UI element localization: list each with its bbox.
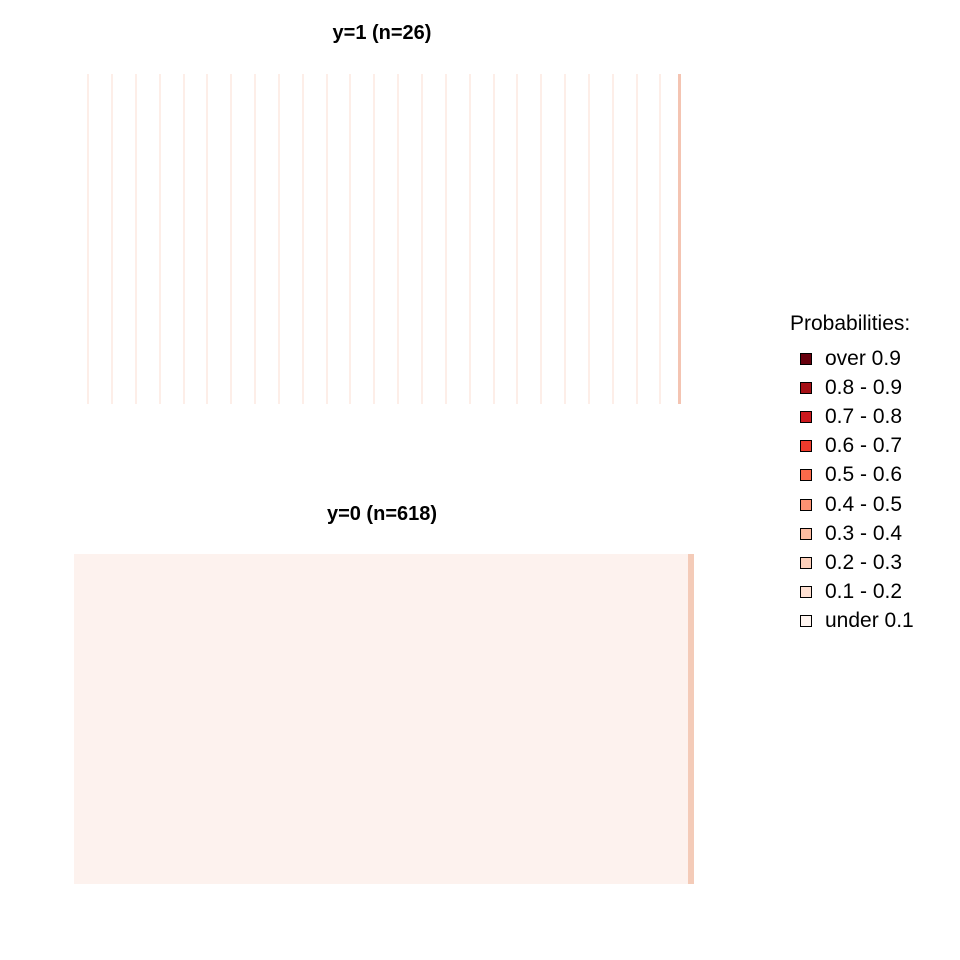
heatmap-cell [612, 74, 614, 404]
legend-swatch [800, 410, 812, 423]
legend-label: 0.3 - 0.4 [825, 521, 903, 545]
probability-legend: Probabilities: over 0.9 0.8 - 0.9 0.7 - 0.… [790, 312, 958, 636]
heatmap-cell [421, 74, 423, 404]
heatmap-cell [678, 74, 681, 404]
heatmap-cell [516, 74, 518, 404]
heatmap-cell [230, 74, 232, 404]
legend-swatch [800, 352, 812, 365]
heatmap-svg-y1 [87, 74, 681, 404]
heatmap-cell [564, 74, 566, 404]
legend-label: 0.1 - 0.2 [825, 580, 903, 604]
heatmap-svg-y0 [74, 554, 694, 884]
legend-label: 0.4 - 0.5 [825, 492, 903, 516]
legend-swatch [800, 381, 812, 394]
heatmap-cell [688, 554, 694, 884]
legend-item: 0.7 - 0.8 [790, 402, 958, 431]
heatmap-cell [206, 74, 208, 404]
legend-label: 0.2 - 0.3 [825, 550, 903, 574]
heatmap-cell [636, 74, 638, 404]
legend-item: under 0.1 [790, 607, 958, 636]
legend-label: under 0.1 [825, 609, 914, 633]
heatmap-cell [373, 74, 375, 404]
legend-swatch [800, 527, 812, 540]
heatmap-cell [135, 74, 137, 404]
heatmap-cell [397, 74, 399, 404]
heatmap-cell [326, 74, 328, 404]
panel-title-y0: y=0 (n=618) [326, 503, 438, 525]
heatmap-panel-y1 [74, 74, 694, 404]
heatmap-cell [302, 74, 304, 404]
heatmap-cell [588, 74, 590, 404]
legend-label: 0.5 - 0.6 [825, 463, 903, 487]
legend-swatch [800, 440, 812, 453]
heatmap-cell [349, 74, 351, 404]
legend-label: over 0.9 [825, 346, 901, 370]
heatmap-cell [540, 74, 542, 404]
legend-swatch [800, 498, 812, 511]
heatmap-cell [254, 74, 256, 404]
legend-label: 0.8 - 0.9 [825, 375, 903, 399]
heatmap-panel-y0 [74, 554, 694, 884]
heatmap-cell [111, 74, 113, 404]
legend-label: 0.7 - 0.8 [825, 404, 903, 428]
heatmap-cell [493, 74, 495, 404]
legend-swatch [800, 615, 812, 628]
heatmap-cell [87, 74, 89, 404]
legend-item: 0.3 - 0.4 [790, 519, 958, 548]
legend-label: 0.6 - 0.7 [825, 434, 903, 458]
legend-swatch [800, 586, 812, 599]
legend-swatch [800, 556, 812, 569]
heatmap-cell [469, 74, 471, 404]
legend-swatch [800, 469, 812, 482]
panel-title-y1: y=1 (n=26) [332, 22, 432, 44]
legend-title: Probabilities: [790, 312, 911, 335]
heatmap-cell [659, 74, 661, 404]
legend-items: over 0.9 0.8 - 0.9 0.7 - 0.8 0.6 - 0.7 0.5 -… [790, 344, 958, 636]
legend-item: 0.2 - 0.3 [790, 548, 958, 577]
legend-item: over 0.9 [790, 344, 958, 373]
heatmap-cell [74, 554, 688, 884]
heatmap-cell [278, 74, 280, 404]
heatmap-cell [445, 74, 447, 404]
legend-item: 0.1 - 0.2 [790, 578, 958, 607]
heatmap-cell [159, 74, 161, 404]
legend-item: 0.5 - 0.6 [790, 461, 958, 490]
legend-item: 0.6 - 0.7 [790, 432, 958, 461]
legend-item: 0.4 - 0.5 [790, 490, 958, 519]
legend-item: 0.8 - 0.9 [790, 373, 958, 402]
heatmap-cell [183, 74, 185, 404]
